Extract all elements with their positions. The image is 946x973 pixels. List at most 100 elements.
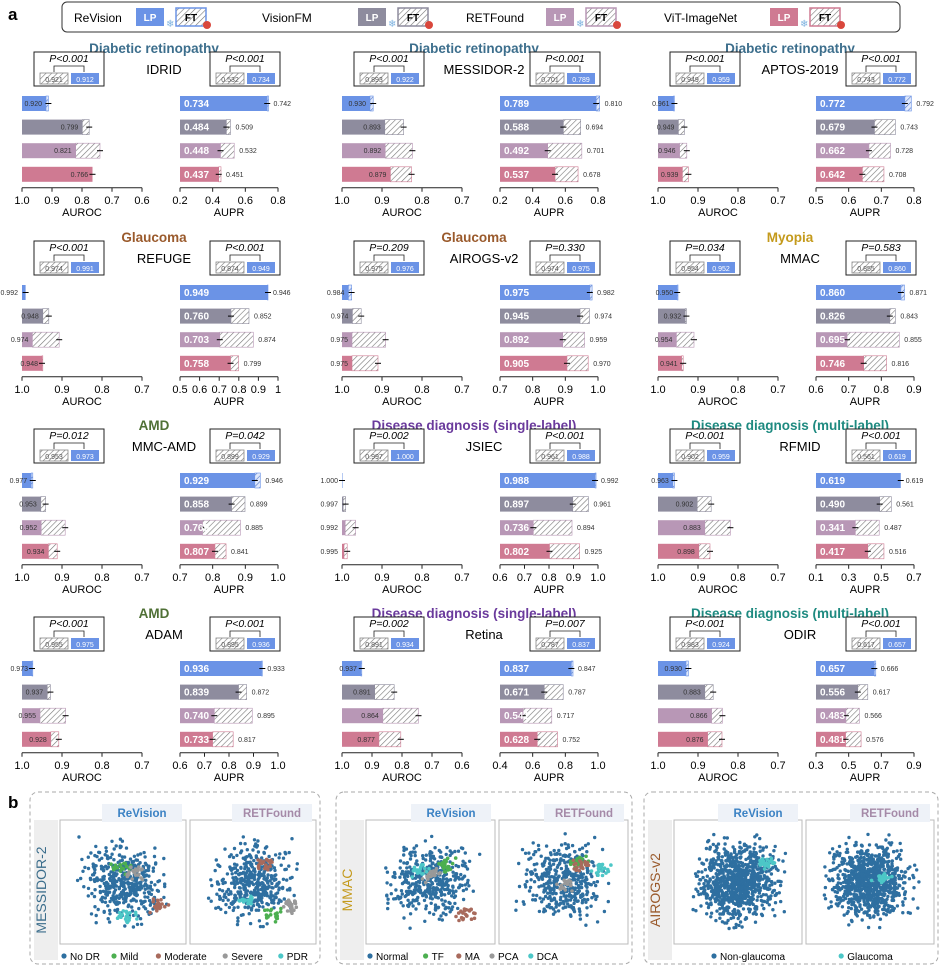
x-axis-title: AUPR bbox=[850, 772, 881, 784]
bar-lp bbox=[658, 731, 722, 747]
tsne-point bbox=[762, 899, 767, 904]
tsne-point bbox=[281, 856, 286, 860]
tsne-point bbox=[146, 868, 151, 873]
tsne-point bbox=[589, 872, 593, 876]
tsne-point bbox=[828, 851, 832, 855]
tsne-point bbox=[440, 918, 444, 922]
bar-lp bbox=[180, 496, 232, 512]
tsne-point bbox=[866, 852, 871, 857]
tsne-point bbox=[576, 877, 580, 882]
tsne-point bbox=[845, 893, 849, 898]
tsne-point bbox=[736, 909, 740, 913]
inset-lp-value: 1.000 bbox=[396, 454, 414, 461]
tsne-point bbox=[756, 895, 760, 899]
tsne-point bbox=[829, 900, 833, 904]
inset-ft-value: 0.997 bbox=[365, 454, 383, 461]
pvalue-bracket bbox=[689, 65, 721, 72]
tsne-point bbox=[262, 851, 266, 855]
bar-lp bbox=[180, 520, 203, 536]
tsne-point bbox=[444, 859, 449, 864]
tsne-point bbox=[264, 857, 269, 862]
inset-lp-bar bbox=[391, 73, 419, 84]
chart-aptos-2019: Diabetic retinopathyAPTOS-2019P<0.0010.9… bbox=[650, 41, 934, 219]
tsne-point bbox=[107, 890, 112, 894]
tsne-point bbox=[730, 883, 735, 888]
inset-lp-bar bbox=[71, 638, 99, 649]
tsne-point bbox=[86, 855, 91, 859]
tsne-point bbox=[423, 880, 428, 885]
tsne-point bbox=[270, 900, 274, 905]
tsne-point bbox=[594, 897, 598, 902]
tsne-point bbox=[250, 906, 254, 910]
legend-lp-badge bbox=[546, 8, 574, 26]
inset-lp-bar bbox=[247, 638, 275, 649]
tsne-point bbox=[134, 893, 139, 898]
tsne-point bbox=[854, 907, 859, 911]
tsne-point bbox=[860, 859, 864, 863]
pvalue-label: P=0.042 bbox=[225, 430, 265, 442]
tsne-point bbox=[704, 896, 709, 900]
tsne-point bbox=[872, 904, 877, 909]
chart-dataset: MMC-AMD bbox=[132, 439, 196, 454]
tsne-point bbox=[558, 852, 562, 856]
tsne-point bbox=[277, 856, 281, 860]
tsne-point bbox=[151, 869, 155, 873]
tsne-point bbox=[722, 836, 727, 840]
tsne-point bbox=[398, 875, 402, 879]
tsne-point bbox=[544, 872, 549, 877]
snowflake-icon: ❄ bbox=[388, 19, 396, 30]
tsne-point bbox=[871, 899, 875, 903]
tsne-point bbox=[234, 871, 238, 875]
tsne-point bbox=[225, 872, 230, 876]
tsne-point bbox=[123, 861, 127, 866]
tsne-point bbox=[722, 879, 726, 884]
tsne-point bbox=[743, 882, 747, 886]
tsne-point bbox=[853, 843, 857, 848]
tsne-point bbox=[589, 869, 594, 873]
lp-value-label: 0.891 bbox=[433, 335, 458, 346]
ft-value-label: 0.701 bbox=[587, 148, 605, 155]
tsne-point bbox=[732, 926, 736, 930]
tsne-point bbox=[606, 881, 611, 886]
bar-lp bbox=[500, 731, 538, 747]
tsne-point bbox=[527, 851, 531, 855]
tsne-point bbox=[412, 846, 416, 850]
tsne-point bbox=[463, 851, 467, 855]
tsne-point bbox=[465, 867, 470, 871]
legend-model-name: ReVision bbox=[74, 11, 122, 25]
tsne-point bbox=[752, 850, 756, 854]
tsne-point bbox=[719, 884, 723, 888]
chart-dataset: Retina bbox=[465, 627, 503, 642]
x-tick-label: 0.9 bbox=[690, 195, 705, 207]
pvalue-bracket bbox=[53, 254, 85, 261]
tsne-point bbox=[97, 850, 101, 854]
tsne-point bbox=[894, 890, 898, 895]
bar-lp bbox=[342, 661, 362, 676]
tsne-point bbox=[830, 877, 834, 881]
tsne-point bbox=[89, 912, 94, 916]
tsne-point bbox=[136, 853, 140, 857]
bar-ft bbox=[863, 355, 887, 372]
tsne-point bbox=[585, 892, 589, 897]
x-tick-label: 1 bbox=[275, 384, 281, 396]
tsne-point bbox=[892, 886, 896, 890]
tsne-point bbox=[708, 864, 713, 868]
lp-value-label: 0.483 bbox=[820, 711, 845, 722]
x-tick-label: 0.9 bbox=[558, 384, 573, 396]
tsne-point bbox=[850, 881, 854, 885]
tsne-point bbox=[748, 896, 753, 900]
tsne-point bbox=[239, 866, 243, 870]
lp-value-label: 0.734 bbox=[184, 99, 209, 110]
legend-ft-text: FT bbox=[407, 13, 419, 24]
inset-ft-value: 0.953 bbox=[45, 454, 63, 461]
tsne-point bbox=[236, 919, 240, 923]
inset-ft-bar bbox=[39, 449, 69, 462]
tsne-point bbox=[105, 854, 110, 858]
tsne-point bbox=[447, 906, 451, 910]
lp-value-label: 0.952 bbox=[749, 288, 774, 299]
tsne-point bbox=[462, 874, 467, 878]
tsne-point bbox=[731, 859, 735, 863]
tsne-point bbox=[102, 881, 107, 886]
tsne-point bbox=[114, 844, 118, 848]
